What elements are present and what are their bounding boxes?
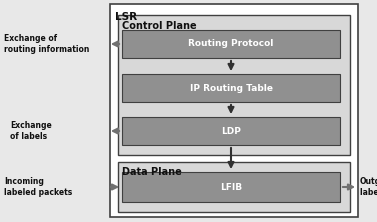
- Text: Control Plane: Control Plane: [122, 21, 197, 31]
- Text: LSR: LSR: [115, 12, 137, 22]
- Bar: [122, 30, 340, 58]
- Bar: [122, 74, 340, 102]
- Text: Routing Protocol: Routing Protocol: [188, 40, 274, 48]
- Bar: [110, 4, 358, 217]
- Text: Incoming
labeled packets: Incoming labeled packets: [4, 177, 72, 197]
- Text: LDP: LDP: [221, 127, 241, 135]
- Text: IP Routing Table: IP Routing Table: [190, 83, 273, 93]
- Bar: [118, 162, 350, 212]
- Text: Exchange of
routing information: Exchange of routing information: [4, 34, 89, 54]
- Text: Exchange
of labels: Exchange of labels: [10, 121, 52, 141]
- Text: Outgoing
labeled packets: Outgoing labeled packets: [360, 177, 377, 197]
- Text: Data Plane: Data Plane: [122, 167, 182, 177]
- Bar: [118, 15, 350, 155]
- Text: LFIB: LFIB: [220, 182, 242, 192]
- Bar: [122, 117, 340, 145]
- Bar: [122, 172, 340, 202]
